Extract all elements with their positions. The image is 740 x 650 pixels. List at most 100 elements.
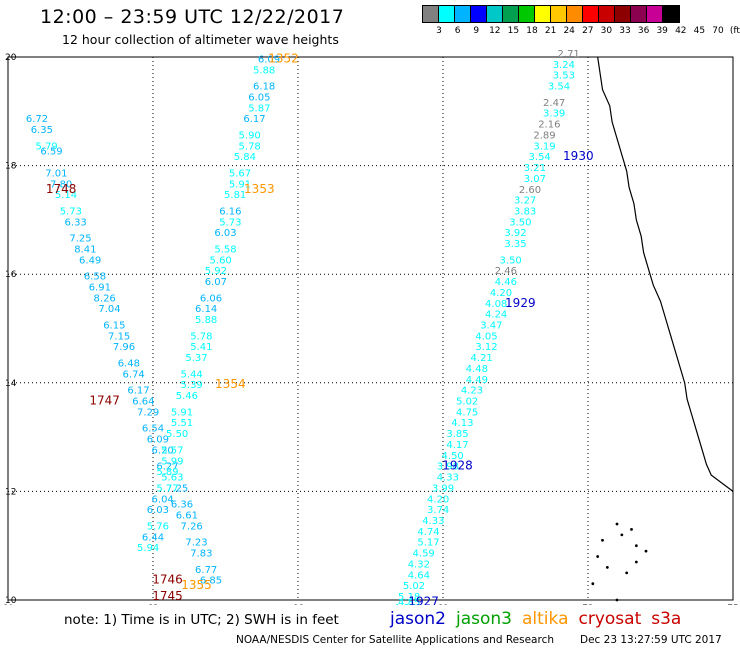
satellite-s3a: s3a [651, 609, 682, 629]
track-time-label: 1745 [152, 589, 183, 603]
lat-tick-label: 20 [5, 53, 17, 63]
wave-height-value: 3.24 [553, 60, 575, 71]
legend-swatch [551, 6, 567, 22]
legend-color-scale [422, 5, 680, 23]
legend-swatch [471, 6, 487, 22]
wave-height-value: 6.04 [152, 494, 174, 505]
credit-line: NOAA/NESDIS Center for Satellite Applica… [236, 634, 554, 646]
legend-label: 21 [544, 26, 557, 36]
wave-height-value: 3.98 [437, 462, 459, 473]
wave-height-value: 7.15 [108, 331, 130, 342]
wave-height-value: 4.20 [490, 288, 512, 299]
wave-height-value: 6.17 [127, 386, 149, 397]
wave-height-value: 5.37 [185, 353, 207, 364]
wave-height-value: 3.92 [504, 228, 526, 239]
lon-tick-label: 69 [437, 604, 449, 605]
wave-height-value: 6.03 [214, 228, 236, 239]
wave-height-value: 3.39 [543, 109, 565, 120]
legend-label: (ft) [729, 26, 740, 36]
wave-height-value: 5.88 [253, 65, 275, 76]
wave-height-value: 7.80 [50, 179, 72, 190]
wave-height-value: 5.51 [171, 418, 193, 429]
wave-height-value: 5.73 [219, 217, 241, 228]
legend-label: 30 [600, 26, 613, 36]
wave-height-value: 6.85 [200, 576, 222, 587]
wave-height-value: 5.44 [181, 369, 203, 380]
lon-tick-label: 72 [582, 604, 593, 605]
wave-height-value: 5.77 [156, 483, 178, 494]
legend-swatch [487, 6, 503, 22]
track-time-label: 1927 [408, 594, 439, 605]
lat-tick-label: 18 [5, 162, 17, 172]
wave-height-value: 7.25 [69, 234, 91, 245]
wave-height-value: 3.53 [553, 71, 575, 82]
credit-date: Dec 23 13:27:59 UTC 2017 [580, 634, 722, 646]
wave-height-value: 6.64 [132, 397, 154, 408]
wave-height-value: 5.58 [214, 244, 236, 255]
track-time-label: 1354 [215, 377, 246, 391]
wave-height-value: 5.90 [239, 130, 261, 141]
wave-height-value: 3.12 [475, 342, 497, 353]
wave-height-value: 5.41 [190, 342, 212, 353]
wave-height-value: 5.67 [229, 168, 251, 179]
wave-height-value: 3.50 [509, 217, 531, 228]
island [630, 528, 633, 531]
legend-swatch [663, 6, 679, 22]
satellite-jason2: jason2 [390, 609, 446, 629]
track-time-label: 1930 [563, 149, 594, 163]
track-time-label: 1747 [89, 394, 120, 408]
legend-label: 70 [712, 26, 724, 36]
wave-height-value: 4.49 [466, 375, 488, 386]
wave-height-value: 6.72 [26, 114, 48, 125]
wave-height-value: 4.33 [422, 516, 444, 527]
legend-label: 36 [637, 26, 650, 36]
track-time-label: 1746 [152, 573, 183, 587]
legend-label: 15 [507, 26, 520, 36]
island [615, 522, 619, 526]
wave-height-value: 5.60 [210, 255, 232, 266]
legend-swatch [647, 6, 663, 22]
satellite-jason3: jason3 [456, 609, 512, 629]
wave-height-value: 7.96 [113, 342, 135, 353]
legend-label: 24 [563, 26, 575, 36]
wave-height-value: 4.46 [495, 277, 517, 288]
wave-height-value: 4.85 [398, 597, 420, 605]
wave-height-value: 6.54 [142, 424, 164, 435]
track-time-label: 1352 [268, 51, 299, 65]
legend-swatch [503, 6, 519, 22]
wave-height-value: 5.99 [161, 456, 183, 467]
wave-height-value: 5.02 [403, 581, 425, 592]
wave-height-value: 5.73 [60, 206, 82, 217]
wave-height-value: 5.14 [55, 190, 77, 201]
wave-height-value: 2.60 [519, 185, 541, 196]
track-time-label: 1353 [244, 182, 275, 196]
wave-height-value: 5.91 [229, 179, 251, 190]
wave-height-value: 8.26 [94, 293, 116, 304]
wave-height-value: 4.59 [413, 549, 435, 560]
wave-height-value: 4.05 [475, 331, 497, 342]
map-frame [7, 56, 734, 601]
map-title: 12:00 – 23:59 UTC 12/22/2017 [40, 6, 345, 28]
wave-height-value: 4.65 [393, 603, 415, 605]
legend-label: 39 [656, 26, 668, 36]
legend-label: 12 [489, 26, 501, 36]
wave-height-value: 5.92 [205, 266, 227, 277]
map-subtitle: 12 hour collection of altimeter wave hei… [62, 32, 339, 47]
wave-height-value: 6.17 [243, 114, 265, 125]
track-time-label: 1929 [505, 296, 536, 310]
wave-height-value: 6.74 [123, 369, 145, 380]
legend-label: 9 [473, 26, 480, 36]
wave-height-value: 6.03 [147, 505, 169, 516]
legend-swatch [439, 6, 455, 22]
wave-height-value: 6.49 [79, 255, 101, 266]
wave-height-value: 4.64 [408, 570, 430, 581]
island [591, 582, 595, 586]
wave-height-value: 5.78 [239, 141, 261, 152]
lon-tick-label: 63 [147, 604, 158, 605]
island [615, 598, 619, 602]
wave-height-value: 4.24 [485, 310, 507, 321]
lon-tick-label: 75 [727, 604, 738, 605]
legend-swatch [583, 6, 599, 22]
wave-height-value: 5.57 [161, 445, 183, 456]
